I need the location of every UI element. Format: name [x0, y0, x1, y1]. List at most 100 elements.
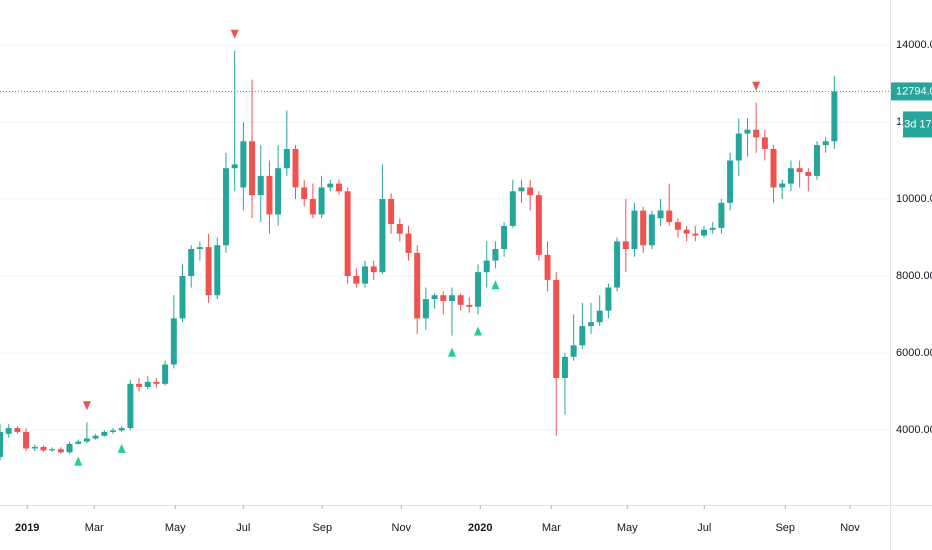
candle-body [709, 227, 716, 230]
x-tick-label: Jul [697, 522, 711, 534]
candle-body [535, 195, 542, 255]
price-label: 12794.02 [896, 85, 932, 97]
candle-body [101, 431, 108, 436]
candle-body [718, 202, 725, 228]
candle-body [674, 222, 681, 230]
buy-signal [491, 280, 500, 290]
candle-body [92, 435, 99, 439]
candle-body [0, 431, 3, 457]
y-tick-label: 6000.00 [896, 347, 932, 359]
candle-body [622, 241, 629, 250]
candle-body [796, 168, 803, 173]
candle-body [822, 141, 829, 146]
candle-body [813, 145, 820, 176]
candle-body [257, 175, 264, 196]
candle-body [109, 430, 116, 432]
candle-body [23, 431, 30, 449]
candle-body [292, 148, 299, 188]
candle-body [666, 210, 673, 223]
candle-body [518, 187, 525, 192]
candle-body [231, 164, 238, 169]
candle-body [379, 199, 386, 273]
candle-body [249, 141, 256, 196]
candle-body [440, 295, 447, 302]
candle-body [396, 224, 403, 234]
candle-body [388, 199, 395, 225]
candle-body [596, 310, 603, 323]
candle-body [57, 449, 64, 453]
candle-body [761, 137, 768, 149]
x-tick-label: May [617, 522, 638, 534]
sell-signal [752, 81, 761, 91]
candle-body [136, 383, 143, 387]
candle-body [318, 187, 325, 215]
countdown-label: 13d 17h [898, 118, 932, 130]
buy-signal [117, 443, 126, 453]
y-tick-label: 8000.00 [896, 270, 932, 282]
candle-body [14, 428, 21, 432]
candle-body [475, 272, 482, 307]
candle-body [553, 279, 560, 379]
candle-body [605, 287, 612, 311]
candle-body [753, 129, 760, 138]
candle-body [153, 381, 160, 384]
candle-body [188, 249, 195, 277]
candle-body [744, 129, 751, 134]
candle-body [353, 276, 360, 284]
candle-body [657, 210, 664, 219]
x-tick-label: Nov [392, 522, 412, 534]
candle-body [75, 441, 82, 444]
candle-body [66, 443, 73, 453]
x-tick-label: Jul [236, 522, 250, 534]
x-tick-label: Mar [85, 522, 104, 534]
candle-body [170, 318, 177, 365]
candle-body [31, 446, 38, 449]
candles [0, 29, 890, 466]
candle-body [196, 247, 203, 250]
x-tick-label: May [165, 522, 186, 534]
y-tick-label: 4000.00 [896, 424, 932, 436]
candle-body [561, 356, 568, 379]
candle-body [448, 295, 455, 302]
sell-signal [230, 29, 239, 39]
x-tick-label: Mar [542, 522, 561, 534]
y-tick-label: 14000.00 [896, 39, 932, 51]
candle-body [631, 210, 638, 250]
candle-body [727, 160, 734, 203]
candle-body [370, 266, 377, 273]
candle-body [266, 175, 273, 215]
candle-body [162, 364, 169, 384]
candle-body [414, 252, 421, 319]
candle-body [335, 183, 342, 192]
candle-body [118, 428, 125, 431]
candle-body [179, 276, 186, 319]
candle-body [301, 187, 308, 200]
candle-body [309, 199, 316, 215]
candle-body [579, 326, 586, 346]
candle-body [683, 229, 690, 234]
candle-body [735, 133, 742, 161]
candle-body [588, 322, 595, 327]
x-tick-label: 2019 [15, 522, 39, 534]
axes: 4000.006000.008000.0010000.0012000.00140… [15, 39, 932, 534]
candle-body [614, 241, 621, 288]
candle-body [640, 210, 647, 246]
candle-body [214, 245, 221, 296]
candle-body [527, 187, 534, 196]
buy-signal [447, 347, 456, 357]
candle-body [805, 172, 812, 176]
countdown-box [903, 111, 932, 138]
candle-body [501, 225, 508, 250]
sell-signal [82, 401, 91, 411]
candle-body [362, 266, 369, 284]
candle-body [431, 295, 438, 300]
candle-body [240, 141, 247, 188]
candle-body [49, 449, 56, 451]
candle-body [466, 304, 473, 307]
candle-body [344, 191, 351, 277]
candle-body [405, 233, 412, 253]
x-tick-label: Nov [840, 522, 860, 534]
candle-body [544, 254, 551, 280]
